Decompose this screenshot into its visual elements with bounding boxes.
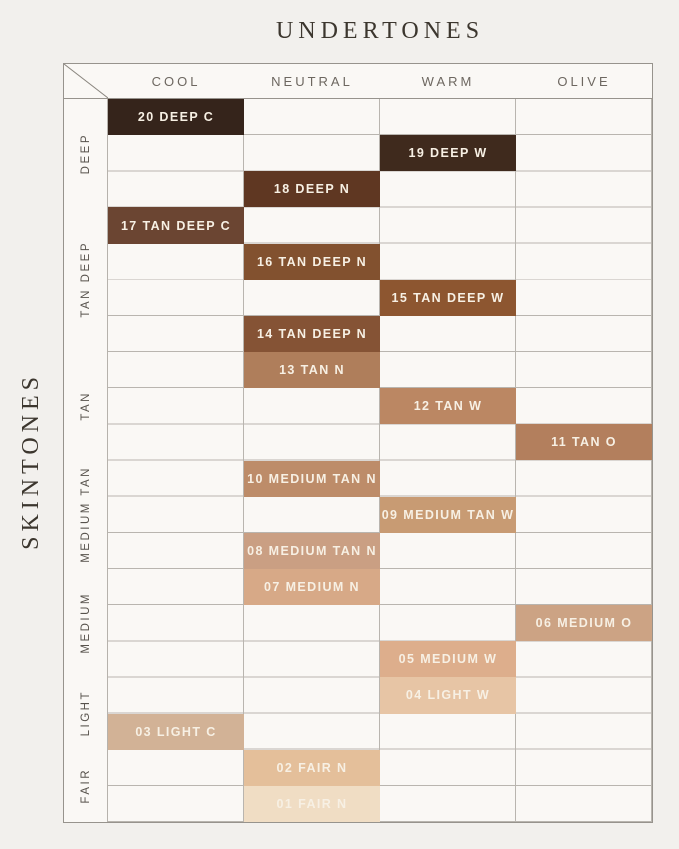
row-group: DEEP xyxy=(64,99,107,207)
row-group-label: TAN xyxy=(79,391,92,422)
shade-chip: 12 TAN W xyxy=(380,388,516,425)
shade-table: COOL NEUTRAL WARM OLIVE DEEP TAN DEEP TAN M… xyxy=(63,63,653,823)
shade-chip: 09 MEDIUM TAN W xyxy=(380,496,516,533)
shade-chip: 02 FAIR N xyxy=(244,749,380,786)
row-group-label: TAN DEEP xyxy=(79,241,92,319)
row-group: MEDIUM xyxy=(64,569,107,677)
shade-chip: 13 TAN N xyxy=(244,352,380,389)
shade-chip: 04 LIGHT W xyxy=(380,677,516,714)
skintones-axis-label: SKINTONES xyxy=(17,371,44,550)
shade-chip: 11 TAN O xyxy=(516,424,652,461)
column-header-olive: OLIVE xyxy=(557,73,611,89)
undertones-title: UNDERTONES xyxy=(275,18,485,44)
shade-chip: 18 DEEP N xyxy=(244,171,380,208)
row-group-label: FAIR xyxy=(79,768,92,804)
diagonal-line xyxy=(64,64,108,98)
corner-cell xyxy=(64,64,108,98)
column-header-neutral: NEUTRAL xyxy=(271,73,353,89)
shade-chip: 01 FAIR N xyxy=(244,785,380,822)
row-group-column: DEEP TAN DEEP TAN MEDIUM TAN MEDIUM LIGHT FAIR xyxy=(64,99,107,822)
column-header-row: COOL NEUTRAL WARM OLIVE xyxy=(64,64,652,99)
shade-grid: 20 DEEP C 19 DEEP W 18 DEEP N 17 TAN DEEP C… xyxy=(107,99,652,822)
row-group-label: LIGHT xyxy=(79,690,92,737)
row-group-label: MEDIUM xyxy=(79,592,92,654)
shade-chip: 03 LIGHT C xyxy=(108,713,244,750)
row-group-label: MEDIUM TAN xyxy=(79,466,92,564)
row-group: LIGHT xyxy=(64,677,107,749)
table-body: DEEP TAN DEEP TAN MEDIUM TAN MEDIUM LIGHT FAIR… xyxy=(64,99,652,822)
shade-chip: 05 MEDIUM W xyxy=(380,641,516,678)
shade-chip: 20 DEEP C xyxy=(108,99,244,136)
shade-chip: 08 MEDIUM TAN N xyxy=(244,532,380,569)
row-group: FAIR xyxy=(64,750,107,822)
shade-chip: 17 TAN DEEP C xyxy=(108,207,244,244)
shade-chip: 19 DEEP W xyxy=(380,135,516,172)
skintones-axis: SKINTONES xyxy=(14,98,48,823)
column-header-warm: WARM xyxy=(421,73,475,89)
shade-chip: 10 MEDIUM TAN N xyxy=(244,460,380,497)
shade-chip: 06 MEDIUM O xyxy=(516,605,652,642)
row-group: TAN DEEP xyxy=(64,207,107,352)
row-group: TAN xyxy=(64,352,107,460)
row-group: MEDIUM TAN xyxy=(64,460,107,568)
shade-chip: 07 MEDIUM N xyxy=(244,568,380,606)
row-group-label: DEEP xyxy=(79,132,92,174)
shade-chip: 14 TAN DEEP N xyxy=(244,315,380,353)
column-header-cool: COOL xyxy=(151,73,201,89)
shade-chip: 15 TAN DEEP W xyxy=(380,279,516,316)
shade-chip: 16 TAN DEEP N xyxy=(244,243,380,280)
